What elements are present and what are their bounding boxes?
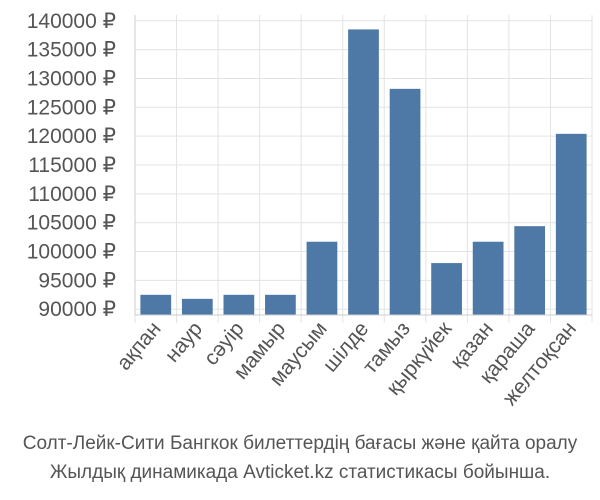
y-tick-label: 130000 ₽: [27, 67, 116, 90]
bars: [140, 29, 587, 316]
x-tick-label: наур: [161, 317, 208, 366]
bar: [514, 226, 546, 315]
bar-chart: 90000 ₽ 95000 ₽ 100000 ₽ 105000 ₽ 110000 ₽ 11…: [27, 10, 593, 410]
y-tick-label: 110000 ₽: [28, 183, 116, 206]
y-tick-labels: 90000 ₽ 95000 ₽ 100000 ₽ 105000 ₽ 110000 ₽ 11…: [27, 10, 116, 321]
bar: [306, 241, 338, 315]
y-tick-label: 105000 ₽: [27, 212, 116, 235]
bar: [348, 29, 379, 316]
bar: [140, 294, 172, 315]
y-tick-label: 125000 ₽: [27, 96, 116, 119]
bar: [181, 298, 213, 315]
bar: [431, 263, 462, 315]
bar: [555, 133, 587, 315]
y-tick-label: 115000 ₽: [28, 154, 116, 177]
y-tick-label: 140000 ₽: [27, 10, 116, 33]
bar: [389, 88, 421, 315]
chart-caption-line-2: Жылдық динамикада Avticket.kz статистика…: [49, 462, 551, 483]
y-tick-label: 95000 ₽: [38, 269, 116, 292]
bar: [472, 241, 504, 315]
x-tick-label: ақпан: [112, 317, 165, 374]
axes: [134, 15, 592, 316]
y-tick-label: 120000 ₽: [27, 125, 116, 148]
chart-caption-line-1: Солт-Лейк-Сити Бангкок билеттердің бағас…: [22, 433, 578, 454]
y-tick-label: 90000 ₽: [38, 298, 116, 321]
y-tick-label: 100000 ₽: [27, 241, 116, 264]
bar: [223, 294, 255, 315]
bar: [265, 294, 296, 315]
x-tick-labels: ақпаннаурсәуірмамырмаусымшілдетамызқыркү…: [112, 317, 581, 410]
y-tick-label: 135000 ₽: [27, 39, 116, 62]
